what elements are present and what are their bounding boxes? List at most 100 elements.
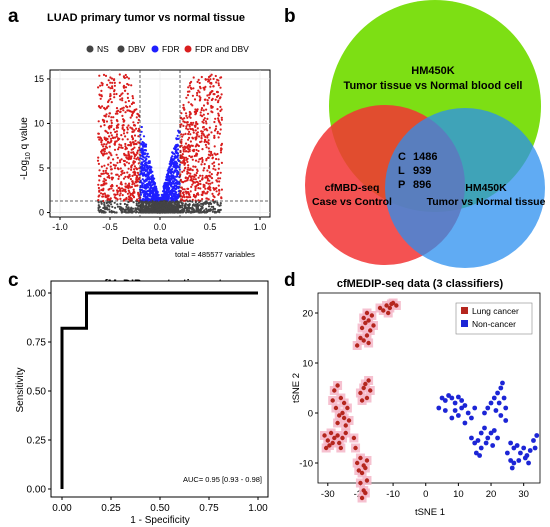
d-point-lung [343,430,348,436]
a-point [117,146,121,149]
a-point [164,208,167,212]
a-point [134,153,137,156]
a-point [194,203,198,206]
a-point [201,120,204,123]
a-point [181,135,184,138]
a-point [165,181,168,185]
a-point [199,98,202,101]
c-xtick-label: 0.75 [199,503,219,514]
a-point [100,172,103,175]
a-point [96,159,100,162]
a-point [130,185,133,189]
a-point [103,201,106,204]
a-point [185,96,188,99]
d-point-lung [359,495,365,501]
legend-box [455,302,533,335]
a-point [97,174,101,177]
a-point [97,86,100,89]
a-point [186,116,189,119]
a-point [202,109,205,112]
a-point [115,153,118,156]
a-point [140,130,143,133]
a-point [213,164,216,168]
a-point [118,73,121,76]
a-point [195,180,198,183]
venn-center-c-value: 1486 [413,151,437,163]
a-point [109,81,112,84]
a-point [128,105,131,108]
a-point [211,106,214,109]
a-point [180,112,183,115]
a-point [111,177,114,180]
panel-a-footnote: total = 485577 variables [175,250,255,259]
a-point [100,139,103,142]
a-point [212,205,215,208]
a-point [140,188,143,192]
a-point [116,167,119,170]
a-point [183,169,186,172]
a-point [135,179,138,182]
a-point [202,169,205,172]
a-point [155,209,158,212]
a-point [113,84,116,87]
a-point [129,178,132,181]
a-point [132,162,135,165]
d-point-lung [338,395,344,401]
a-point [124,111,127,114]
d-point-noncancer [469,415,474,421]
a-point [127,99,130,103]
d-point-lung [335,383,340,388]
a-point [140,149,143,152]
d-point-noncancer [493,408,499,413]
a-point [182,191,185,194]
d-point-noncancer [526,460,531,466]
a-point [204,143,207,146]
a-point [209,78,212,81]
a-point [131,130,134,133]
a-point [137,114,140,117]
a-point [122,132,126,135]
a-point [200,163,203,166]
a-point [137,208,140,211]
a-point [110,168,113,171]
a-point [210,173,213,176]
a-point [116,109,119,112]
a-point [97,162,100,165]
a-point [196,80,199,83]
d-point-lung [358,455,363,461]
a-point [200,108,203,112]
a-point [102,180,105,183]
venn-center-l-value: 939 [413,165,431,177]
a-point [113,90,116,93]
d-point-lung [366,378,371,383]
a-point [195,154,198,157]
d-point-lung [332,388,337,393]
a-point [188,130,191,133]
a-point [153,177,156,180]
a-point [184,150,187,153]
a-point [191,158,194,161]
a-point [121,99,124,102]
a-point [166,194,169,197]
a-point [167,190,170,193]
a-point [140,162,143,166]
a-xtick-label: 0.5 [204,222,217,232]
a-point [203,88,206,91]
a-point [182,133,185,136]
a-point [124,148,127,151]
a-point [204,202,207,205]
a-point [214,74,217,78]
a-point [204,120,207,123]
a-point [186,168,189,171]
d-point-lung [368,388,373,393]
a-point [101,195,105,198]
a-point [131,181,134,184]
d-point-lung [369,313,375,318]
a-point [201,115,204,118]
a-point [185,114,188,117]
a-point [144,178,147,181]
d-point-lung [323,445,329,451]
a-point [189,112,192,116]
a-point [198,85,202,88]
a-point [217,177,220,180]
